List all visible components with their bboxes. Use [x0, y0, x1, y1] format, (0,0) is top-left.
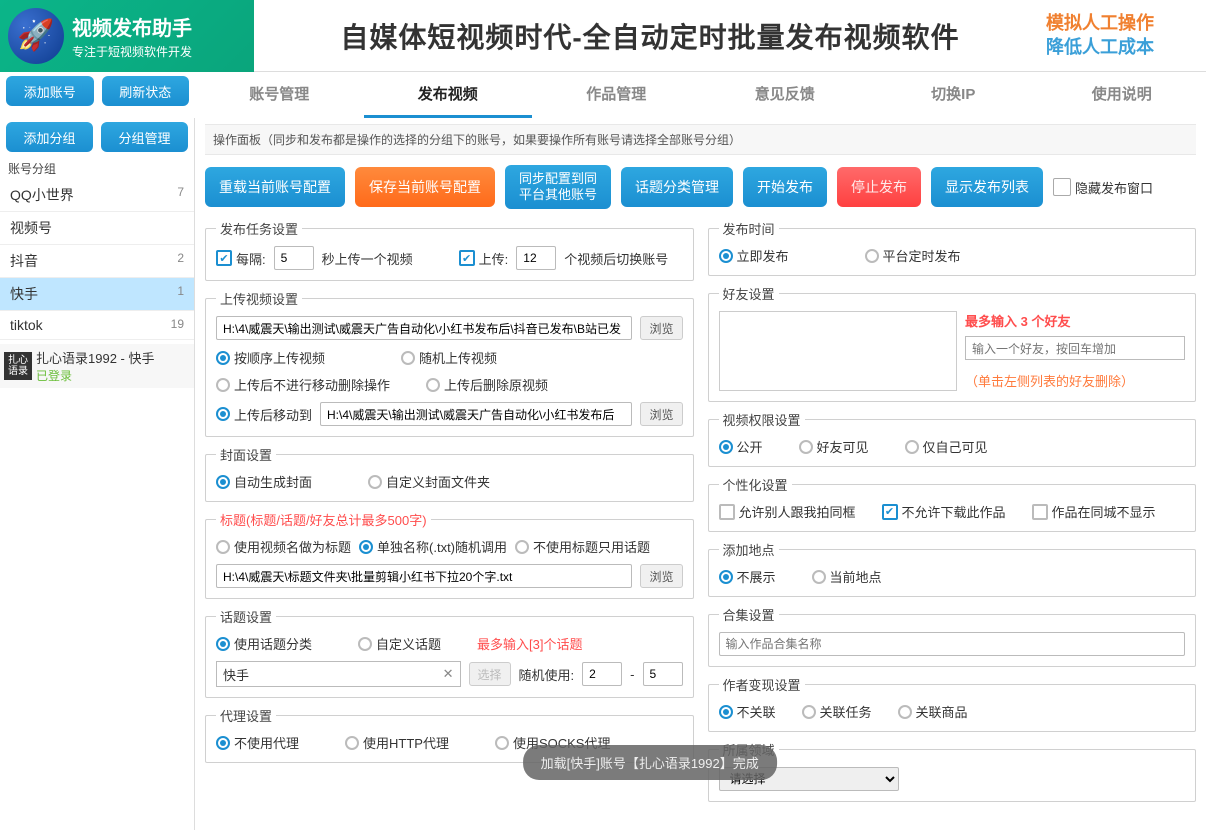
title-path-input[interactable] — [216, 564, 632, 588]
upload-noop-radio[interactable]: 上传后不进行移动删除操作 — [216, 375, 390, 394]
loc-none-radio[interactable]: 不展示 — [719, 567, 776, 586]
start-publish-button[interactable]: 开始发布 — [743, 167, 827, 207]
group-section-label: 账号分组 — [0, 156, 194, 179]
main-tabs: 账号管理 发布视频 作品管理 意见反馈 切换IP 使用说明 — [195, 72, 1206, 118]
upload-path-input[interactable] — [216, 316, 632, 340]
save-config-button[interactable]: 保存当前账号配置 — [355, 167, 495, 207]
personalize-settings: 个性化设置 允许别人跟我拍同框 不允许下载此作品 作品在同城不显示 — [708, 475, 1197, 532]
friend-list[interactable] — [719, 311, 958, 391]
allow-duet-check[interactable]: 允许别人跟我拍同框 — [719, 502, 856, 521]
upload-count-check[interactable]: 上传: — [459, 249, 509, 268]
account-row[interactable]: 扎心 语录 扎心语录1992 - 快手 已登录 — [0, 344, 194, 388]
refresh-status-button[interactable]: 刷新状态 — [102, 76, 190, 106]
topic-category-radio[interactable]: 使用话题分类 — [216, 634, 312, 653]
topic-settings: 话题设置 使用话题分类 自定义话题 最多输入[3]个话题 快手✕ 选择 随机使用… — [205, 607, 694, 698]
upload-del-radio[interactable]: 上传后删除原视频 — [426, 375, 548, 394]
interval-input[interactable] — [274, 246, 314, 270]
group-item[interactable]: 抖音2 — [0, 245, 194, 278]
domain-settings: 所属领域 请选择 — [708, 740, 1197, 802]
album-input[interactable] — [719, 632, 1186, 656]
publish-time-settings: 发布时间 立即发布 平台定时发布 — [708, 219, 1197, 276]
manage-group-button[interactable]: 分组管理 — [101, 122, 188, 152]
toast-message: 加载[快手]账号【扎心语录1992】完成 — [523, 745, 777, 780]
upload-seq-radio[interactable]: 按顺序上传视频 — [216, 348, 325, 367]
hide-window-check[interactable]: 隐藏发布窗口 — [1053, 178, 1153, 197]
browse-button[interactable]: 浏览 — [640, 402, 682, 426]
cover-settings: 封面设置 自动生成封面 自定义封面文件夹 — [205, 445, 694, 502]
group-item[interactable]: 视频号 — [0, 212, 194, 245]
proxy-http-radio[interactable]: 使用HTTP代理 — [345, 733, 449, 752]
topic-tag-field[interactable]: 快手✕ — [216, 661, 461, 687]
tab-works[interactable]: 作品管理 — [532, 72, 701, 118]
hide-local-check[interactable]: 作品在同城不显示 — [1032, 502, 1156, 521]
perm-friends-radio[interactable]: 好友可见 — [799, 437, 869, 456]
author-settings: 作者变现设置 不关联 关联任务 关联商品 — [708, 675, 1197, 732]
upload-rand-radio[interactable]: 随机上传视频 — [401, 348, 497, 367]
rocket-icon: 🚀 — [8, 8, 64, 64]
cover-auto-radio[interactable]: 自动生成封面 — [216, 472, 312, 491]
friend-settings: 好友设置 最多输入 3 个好友 （单击左侧列表的好友删除） — [708, 284, 1197, 402]
add-group-button[interactable]: 添加分组 — [6, 122, 93, 152]
album-settings: 合集设置 — [708, 605, 1197, 667]
proxy-none-radio[interactable]: 不使用代理 — [216, 733, 299, 752]
browse-button[interactable]: 浏览 — [640, 316, 682, 340]
sidebar: 添加分组 分组管理 账号分组 QQ小世界7 视频号 抖音2 快手1 tiktok… — [0, 118, 195, 830]
tab-account[interactable]: 账号管理 — [195, 72, 364, 118]
upload-move-radio[interactable]: 上传后移动到 — [216, 405, 312, 424]
topic-custom-radio[interactable]: 自定义话题 — [358, 634, 441, 653]
add-account-button[interactable]: 添加账号 — [6, 76, 94, 106]
no-download-check[interactable]: 不允许下载此作品 — [882, 502, 1006, 521]
show-list-button[interactable]: 显示发布列表 — [931, 167, 1043, 207]
title-video-name-radio[interactable]: 使用视频名做为标题 — [216, 537, 351, 556]
group-item[interactable]: tiktok19 — [0, 311, 194, 340]
title-txt-radio[interactable]: 单独名称(.txt)随机调用 — [359, 537, 507, 556]
title-settings: 标题(标题/话题/好友总计最多500字) 使用视频名做为标题 单独名称(.txt… — [205, 510, 694, 599]
perm-private-radio[interactable]: 仅自己可见 — [905, 437, 988, 456]
topic-max-input[interactable] — [643, 662, 683, 686]
friend-input[interactable] — [965, 336, 1185, 360]
move-path-input[interactable] — [320, 402, 632, 426]
avatar: 扎心 语录 — [4, 352, 32, 380]
slogan: 模拟人工操作 降低人工成本 — [1046, 12, 1206, 59]
topic-min-input[interactable] — [582, 662, 622, 686]
hint-text: 操作面板（同步和发布都是操作的选择的分组下的账号，如果要操作所有账号请选择全部账… — [205, 124, 1196, 155]
logo-subtitle: 专注于短视频软件开发 — [72, 43, 192, 60]
upload-count-input[interactable] — [516, 246, 556, 270]
logo-title: 视频发布助手 — [72, 12, 192, 41]
browse-button[interactable]: 浏览 — [640, 564, 682, 588]
location-settings: 添加地点 不展示 当前地点 — [708, 540, 1197, 597]
perm-public-radio[interactable]: 公开 — [719, 437, 763, 456]
time-scheduled-radio[interactable]: 平台定时发布 — [865, 246, 961, 265]
interval-check[interactable]: 每隔: — [216, 249, 266, 268]
group-item[interactable]: QQ小世界7 — [0, 179, 194, 212]
tab-feedback[interactable]: 意见反馈 — [701, 72, 870, 118]
choose-button[interactable]: 选择 — [469, 662, 511, 686]
permission-settings: 视频权限设置 公开 好友可见 仅自己可见 — [708, 410, 1197, 467]
content-panel: 操作面板（同步和发布都是操作的选择的分组下的账号，如果要操作所有账号请选择全部账… — [195, 118, 1206, 830]
app-header: 🚀 视频发布助手 专注于短视频软件开发 自媒体短视频时代-全自动定时批量发布视频… — [0, 0, 1206, 72]
upload-settings: 上传视频设置 浏览 按顺序上传视频 随机上传视频 上传后不进行移动删除操作 上传… — [205, 289, 694, 437]
stop-publish-button[interactable]: 停止发布 — [837, 167, 921, 207]
loc-current-radio[interactable]: 当前地点 — [812, 567, 882, 586]
sync-config-button[interactable]: 同步配置到同 平台其他账号 — [505, 165, 611, 209]
cover-custom-radio[interactable]: 自定义封面文件夹 — [368, 472, 490, 491]
topic-manage-button[interactable]: 话题分类管理 — [621, 167, 733, 207]
tab-ip[interactable]: 切换IP — [869, 72, 1038, 118]
tab-help[interactable]: 使用说明 — [1038, 72, 1206, 118]
title-none-radio[interactable]: 不使用标题只用话题 — [515, 537, 650, 556]
logo: 🚀 视频发布助手 专注于短视频软件开发 — [0, 0, 254, 72]
time-now-radio[interactable]: 立即发布 — [719, 246, 789, 265]
banner-title: 自媒体短视频时代-全自动定时批量发布视频软件 — [254, 16, 1046, 56]
tab-publish[interactable]: 发布视频 — [364, 72, 533, 118]
group-item[interactable]: 快手1 — [0, 278, 194, 311]
task-settings: 发布任务设置 每隔: 秒上传一个视频 上传: 个视频后切换账号 — [205, 219, 694, 281]
reload-config-button[interactable]: 重载当前账号配置 — [205, 167, 345, 207]
